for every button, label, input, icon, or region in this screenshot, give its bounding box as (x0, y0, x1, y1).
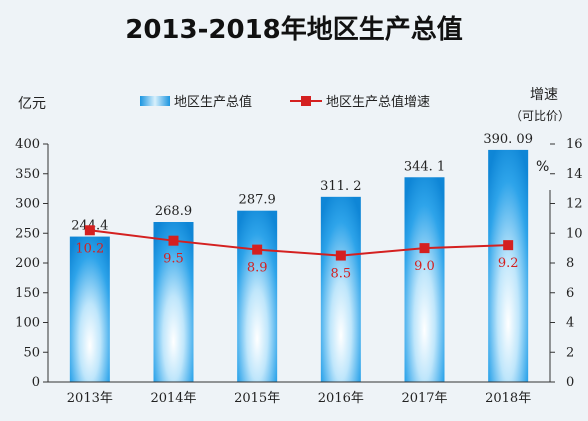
line-data-label: 9.2 (498, 256, 519, 271)
left-tick-label: 0 (32, 375, 40, 390)
bar-data-label: 268.9 (155, 204, 192, 219)
right-axis-unit: % (536, 159, 549, 175)
legend-swatch-bar (140, 96, 170, 106)
line-marker (503, 240, 514, 251)
legend: 地区生产总值 地区生产总值增速 (140, 94, 430, 110)
right-tick-label: 4 (566, 316, 574, 331)
left-tick-label: 100 (15, 316, 40, 331)
x-tick-label: 2013年 (67, 391, 113, 406)
line-data-label: 8.9 (247, 261, 268, 276)
x-tick-label: 2015年 (234, 391, 280, 406)
line-data-label: 10.2 (75, 241, 104, 256)
right-tick-label: 12 (566, 197, 583, 212)
left-tick-label: 150 (15, 286, 40, 301)
right-axis-sublabel: （可比价） (510, 109, 570, 123)
bar (320, 196, 361, 382)
growth-line (89, 229, 509, 257)
legend-label-line: 地区生产总值增速 (326, 94, 430, 110)
line-data-label: 9.0 (414, 259, 435, 274)
left-axis-unit: 亿元 (18, 96, 46, 112)
left-tick-label: 400 (15, 137, 40, 152)
right-tick-label: 2 (566, 345, 574, 360)
legend-swatch-marker (301, 96, 311, 106)
bar-data-label: 390. 09 (483, 132, 533, 147)
left-tick-label: 250 (15, 226, 40, 241)
bar-data-label: 311. 2 (320, 179, 361, 194)
chart-title: 2013-2018年地区生产总值 (125, 14, 463, 45)
right-tick-label: 6 (566, 286, 574, 301)
line-data-label: 9.5 (163, 252, 184, 267)
x-tick-label: 2014年 (150, 391, 196, 406)
left-axis: 0 50 100 150 200 250 300 350 400 (15, 137, 49, 390)
right-tick-label: 8 (566, 256, 574, 271)
left-tick-label: 300 (15, 197, 40, 212)
line-marker (419, 243, 430, 254)
right-axis-label: 增速 (530, 87, 558, 103)
line-data-label: 8.5 (330, 267, 351, 282)
x-tick-label: 2017年 (401, 391, 447, 406)
bar (237, 210, 278, 382)
bar (404, 177, 445, 382)
right-tick-label: 14 (566, 167, 583, 182)
bar (69, 236, 110, 382)
line-marker (252, 244, 263, 255)
x-axis: 2013年 2014年 2015年 2016年 2017年 2018年 (48, 381, 550, 406)
left-tick-label: 350 (15, 167, 40, 182)
bar-data-label: 287.9 (239, 193, 276, 208)
x-tick-label: 2016年 (318, 391, 364, 406)
line-marker (84, 225, 95, 236)
bar-data-label: 344. 1 (404, 159, 445, 174)
bar (488, 149, 529, 382)
right-axis: 0 2 4 6 8 10 12 14 16 (549, 137, 583, 390)
line-marker (168, 235, 179, 246)
right-tick-label: 10 (566, 226, 583, 241)
bar (153, 222, 194, 382)
legend-label-bar: 地区生产总值 (174, 94, 252, 110)
left-tick-label: 200 (15, 256, 40, 271)
line-marker (335, 250, 346, 261)
line-series: 10.2 9.5 8.9 8.5 9.0 9.2 (75, 225, 519, 282)
left-tick-label: 50 (23, 345, 40, 360)
right-tick-label: 16 (566, 137, 583, 152)
x-tick-label: 2018年 (485, 391, 531, 406)
right-tick-label: 0 (566, 375, 574, 390)
